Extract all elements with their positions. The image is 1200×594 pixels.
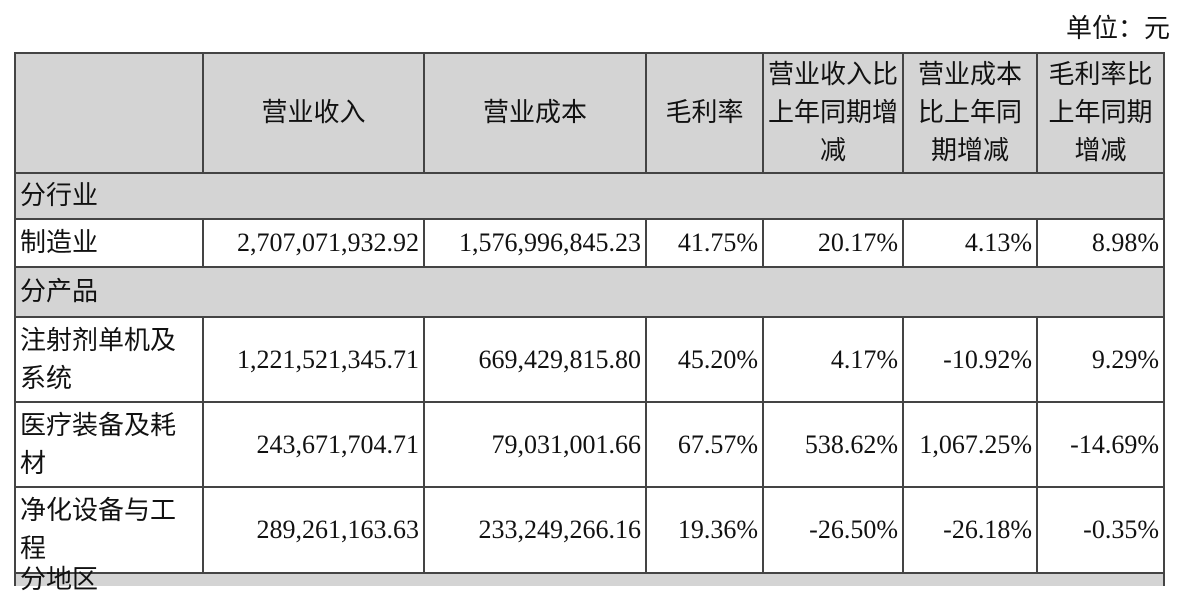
table-row: 注射剂单机及系统 1,221,521,345.71 669,429,815.80… [14, 316, 1165, 403]
header-cell: 营业成本比上年同期增减 [902, 52, 1038, 174]
rev-change-cell: 538.62% [762, 401, 904, 488]
rev-change-cell: 20.17% [762, 218, 904, 268]
margin-change-cell: 8.98% [1036, 218, 1165, 268]
cost-cell: 233,249,266.16 [423, 486, 647, 574]
row-name: 制造业 [14, 218, 204, 268]
margin-cell: 41.75% [645, 218, 764, 268]
revenue-table: 营业收入 营业成本 毛利率 营业收入比上年同期增减 营业成本比上年同期增减 毛利… [14, 52, 1165, 593]
unit-label: 单位：元 [1065, 14, 1170, 43]
revenue-cell: 1,221,521,345.71 [202, 316, 425, 403]
row-name: 净化设备与工程 [14, 486, 204, 574]
margin-cell: 19.36% [645, 486, 764, 574]
section-label: 分行业 [14, 172, 1165, 220]
margin-cell: 45.20% [645, 316, 764, 403]
margin-cell: 67.57% [645, 401, 764, 488]
cost-change-cell: 4.13% [902, 218, 1038, 268]
header-cell: 毛利率比上年同期增减 [1036, 52, 1165, 174]
cost-cell: 79,031,001.66 [423, 401, 647, 488]
table-row: 净化设备与工程 289,261,163.63 233,249,266.16 19… [14, 486, 1165, 574]
header-cell: 营业收入比上年同期增减 [762, 52, 904, 174]
header-cell: 营业收入 [202, 52, 425, 174]
header-row: 营业收入 营业成本 毛利率 营业收入比上年同期增减 营业成本比上年同期增减 毛利… [14, 52, 1165, 174]
rev-change-cell: -26.50% [762, 486, 904, 574]
table-row: 医疗装备及耗材 243,671,704.71 79,031,001.66 67.… [14, 401, 1165, 488]
table-row: 制造业 2,707,071,932.92 1,576,996,845.23 41… [14, 218, 1165, 268]
cost-change-cell: 1,067.25% [902, 401, 1038, 488]
margin-change-cell: 9.29% [1036, 316, 1165, 403]
section-label: 分地区 [14, 567, 1165, 593]
section-label: 分产品 [14, 266, 1165, 318]
cost-cell: 1,576,996,845.23 [423, 218, 647, 268]
margin-change-cell: -14.69% [1036, 401, 1165, 488]
margin-change-cell: -0.35% [1036, 486, 1165, 574]
header-cell [14, 52, 204, 174]
row-name: 医疗装备及耗材 [14, 401, 204, 488]
header-cell: 毛利率 [645, 52, 764, 174]
cost-change-cell: -26.18% [902, 486, 1038, 574]
row-name: 注射剂单机及系统 [14, 316, 204, 403]
section-row: 分产品 [14, 266, 1165, 318]
revenue-cell: 289,261,163.63 [202, 486, 425, 574]
header-cell: 营业成本 [423, 52, 647, 174]
section-row: 分行业 [14, 172, 1165, 220]
cost-change-cell: -10.92% [902, 316, 1038, 403]
revenue-cell: 2,707,071,932.92 [202, 218, 425, 268]
cost-cell: 669,429,815.80 [423, 316, 647, 403]
section-row: 分地区 [14, 567, 1165, 593]
rev-change-cell: 4.17% [762, 316, 904, 403]
revenue-cell: 243,671,704.71 [202, 401, 425, 488]
